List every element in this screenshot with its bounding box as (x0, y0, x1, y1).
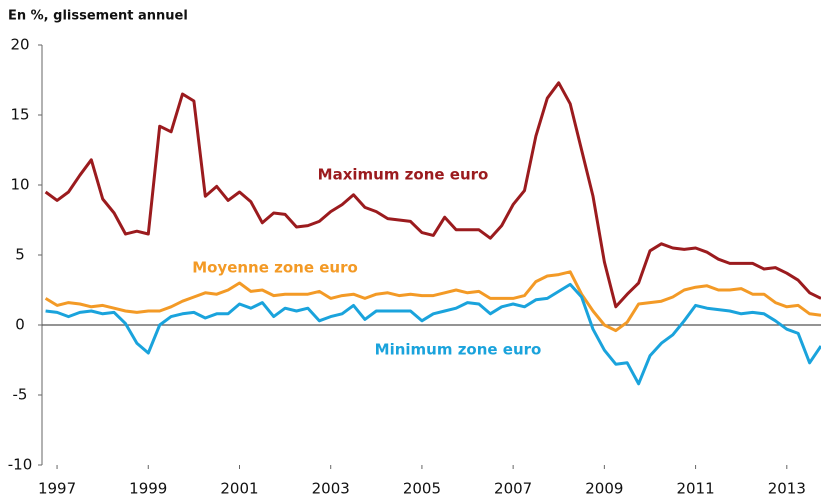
y-tick-label: 15 (10, 106, 29, 124)
x-tick-label: 1999 (129, 480, 167, 498)
x-tick-label: 2003 (312, 480, 350, 498)
y-tick-label: 20 (10, 36, 29, 54)
line-series (45, 282, 821, 386)
series-label: Maximum zone euro (318, 166, 489, 184)
x-tick-label: 2007 (494, 480, 532, 498)
y-axis-label: En %, glissement annuel (8, 9, 188, 24)
y-tick-label: 10 (10, 176, 29, 194)
line-series (44, 81, 821, 309)
x-tick-label: 2005 (403, 480, 441, 498)
x-tick-label: 2001 (220, 480, 258, 498)
series-label: Minimum zone euro (375, 341, 542, 359)
x-tick-label: 1997 (38, 480, 76, 498)
series-label: Moyenne zone euro (192, 259, 358, 277)
y-tick-label: 0 (15, 316, 25, 334)
x-tick-label: 2013 (768, 480, 806, 498)
line-series (44, 270, 821, 333)
y-tick-label: -10 (8, 456, 33, 474)
y-tick-label: 5 (15, 246, 25, 264)
x-tick-label: 2009 (585, 480, 623, 498)
y-tick-label: -5 (13, 386, 28, 404)
x-tick-label: 2011 (676, 480, 714, 498)
